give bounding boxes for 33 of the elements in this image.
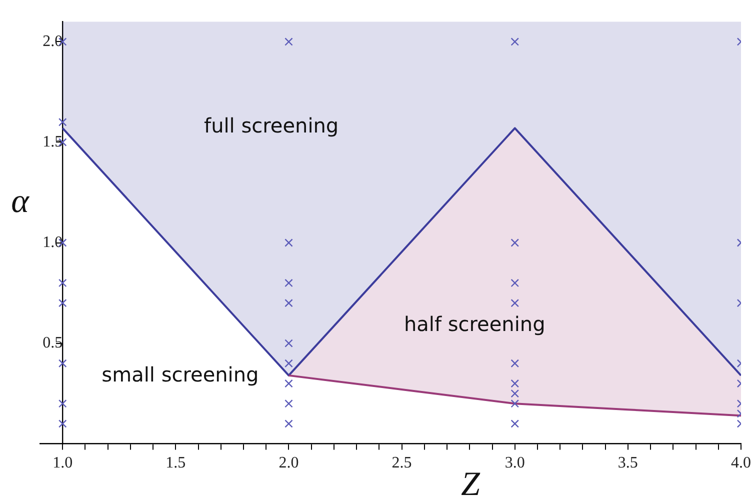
point bbox=[284, 420, 293, 428]
point bbox=[58, 399, 67, 408]
x-tick-label: 3.0 bbox=[504, 454, 525, 472]
annotation: small screening bbox=[102, 362, 259, 386]
point bbox=[284, 339, 293, 348]
point bbox=[510, 238, 520, 247]
point bbox=[58, 298, 67, 308]
point bbox=[284, 238, 293, 247]
x-tick-label: 3.5 bbox=[618, 454, 638, 472]
x-tick-label: 1.5 bbox=[166, 454, 186, 472]
point bbox=[284, 298, 293, 308]
y-axis-title: α bbox=[11, 183, 30, 220]
point bbox=[58, 420, 67, 428]
point bbox=[510, 420, 520, 428]
point bbox=[58, 359, 67, 368]
x-tick-label: 2.5 bbox=[392, 454, 412, 472]
annotation: half screening bbox=[404, 312, 546, 336]
y-tick-label: 0.5 bbox=[42, 334, 63, 352]
point bbox=[284, 38, 293, 46]
annotation: full screening bbox=[204, 113, 339, 138]
x-axis-title: Z bbox=[461, 466, 482, 499]
point bbox=[510, 38, 520, 46]
x-tick-label: 4.0 bbox=[731, 454, 751, 472]
point bbox=[284, 359, 293, 368]
point bbox=[58, 278, 67, 288]
point bbox=[284, 399, 293, 408]
point bbox=[510, 359, 520, 368]
point bbox=[510, 278, 520, 288]
point bbox=[284, 278, 293, 288]
point bbox=[58, 118, 67, 126]
point bbox=[510, 298, 520, 308]
x-tick-label: 2.0 bbox=[278, 454, 299, 472]
point bbox=[284, 379, 293, 388]
